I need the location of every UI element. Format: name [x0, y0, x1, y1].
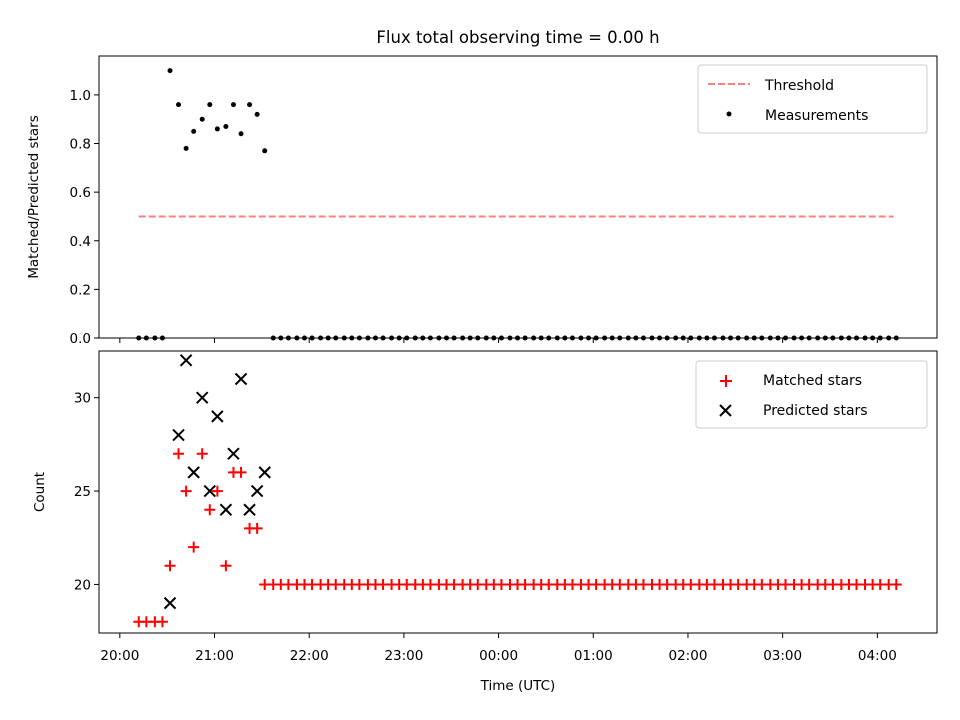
measurement-point — [191, 128, 197, 134]
count-points-layer — [133, 354, 902, 628]
count-panel: 20 25 30 Count Matched stars Predicted sta… — [32, 350, 938, 634]
measurement-points-layer — [136, 68, 899, 341]
predicted-star-point — [196, 391, 209, 404]
x-tick-label: 04:00 — [858, 648, 897, 664]
legend-matched-swatch — [720, 375, 732, 387]
measurement-point — [214, 126, 220, 132]
measurement-point — [247, 102, 253, 108]
count-y-tick-label: 20 — [74, 577, 91, 593]
x-tick-label: 02:00 — [669, 648, 708, 664]
ratio-y-tick-label: 0.4 — [70, 234, 91, 250]
ratio-legend-box — [697, 64, 928, 134]
predicted-star-point — [250, 484, 264, 498]
legend-matched-label: Matched stars — [763, 373, 862, 389]
count-y-tick-label: 25 — [74, 484, 91, 500]
legend-predicted-swatch — [719, 404, 732, 417]
predicted-star-point — [179, 354, 193, 367]
ratio-y-tick-label: 0.0 — [70, 331, 91, 347]
predicted-star-point — [163, 596, 177, 610]
ratio-panel: 0.0 0.2 0.4 0.6 0.8 1.0 Matched/Predicted sta… — [26, 55, 938, 347]
matched-star-point — [188, 541, 200, 553]
ratio-y-tick-label: 0.2 — [70, 282, 91, 298]
legend-threshold-label: Threshold — [764, 78, 834, 94]
matched-star-point — [220, 560, 232, 572]
count-legend: Matched stars Predicted stars — [695, 360, 928, 429]
predicted-star-point — [227, 447, 240, 460]
legend-measurements-label: Measurements — [765, 108, 868, 124]
predicted-star-point — [172, 428, 185, 442]
matched-star-point — [211, 485, 223, 497]
count-legend-box — [695, 360, 928, 429]
x-tick-label: 20:00 — [100, 648, 139, 664]
predicted-star-point — [258, 466, 271, 479]
matched-star-point — [235, 466, 247, 478]
measurement-point — [183, 145, 189, 151]
legend-measurements-swatch — [726, 111, 732, 117]
measurement-point — [176, 102, 182, 108]
count-y-axis-label: Count — [32, 472, 48, 512]
ratio-y-tick-label: 0.6 — [70, 185, 91, 201]
matched-star-point — [164, 560, 176, 572]
matched-star-point — [180, 485, 192, 497]
x-tick-label: 01:00 — [574, 648, 613, 664]
ratio-legend: Threshold Measurements — [697, 64, 928, 134]
x-axis-label: Time (UTC) — [480, 678, 556, 694]
measurement-point — [262, 148, 268, 154]
matched-star-point — [156, 616, 168, 628]
measurement-point — [254, 111, 260, 117]
matched-star-point — [196, 448, 208, 460]
predicted-star-point — [243, 503, 256, 516]
measurement-point — [223, 124, 229, 129]
count-plot-frame — [98, 350, 938, 634]
chart-title: Flux total observing time = 0.00 h — [376, 28, 659, 47]
x-tick-label: 00:00 — [479, 648, 518, 664]
time-x-axis: 20:00 21:00 22:00 23:00 00:00 01:00 02:00 03:00… — [100, 633, 897, 664]
count-axes-layer: 20 25 30 — [74, 391, 99, 593]
predicted-star-point — [211, 410, 224, 423]
ratio-y-axis-label: Matched/Predicted stars — [26, 115, 42, 278]
predicted-star-point — [187, 466, 200, 479]
matched-star-point — [251, 522, 263, 534]
x-tick-label: 21:00 — [195, 648, 234, 664]
ratio-axes-layer: 0.0 0.2 0.4 0.6 0.8 1.0 — [70, 88, 878, 347]
measurement-point — [167, 68, 173, 74]
measurement-point — [207, 102, 213, 108]
ratio-plot-frame — [98, 55, 938, 339]
ratio-y-tick-label: 1.0 — [70, 88, 91, 104]
predicted-star-point — [219, 503, 233, 516]
ratio-y-tick-label: 0.8 — [70, 137, 91, 153]
x-tick-label: 23:00 — [384, 648, 423, 664]
matched-star-point — [890, 578, 902, 590]
x-tick-label: 22:00 — [290, 648, 329, 664]
count-y-tick-label: 30 — [74, 391, 91, 407]
legend-predicted-label: Predicted stars — [763, 403, 868, 419]
predicted-star-point — [203, 484, 216, 498]
measurement-point — [230, 102, 236, 108]
matched-star-point — [173, 448, 185, 460]
measurement-point — [238, 131, 244, 137]
predicted-star-point — [234, 372, 248, 386]
x-tick-label: 03:00 — [763, 648, 802, 664]
measurement-point — [199, 116, 205, 122]
matched-star-point — [204, 504, 216, 516]
